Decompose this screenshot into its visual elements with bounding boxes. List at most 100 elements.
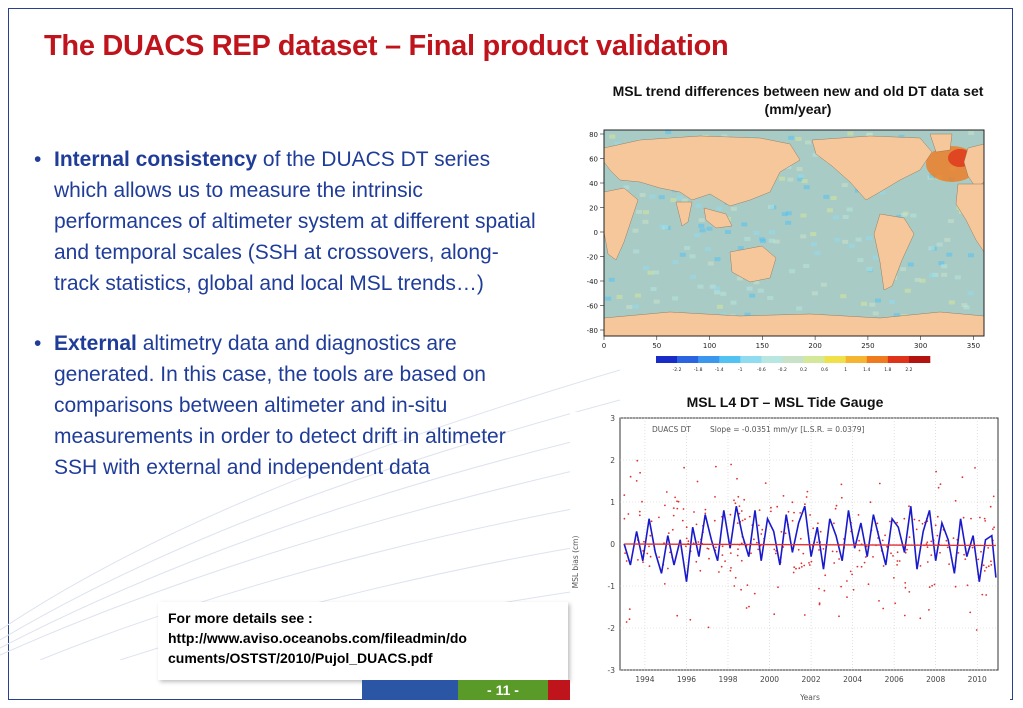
map-noise-cell	[670, 198, 677, 203]
map-noise-cell	[681, 198, 688, 203]
map-noise-cell	[767, 296, 774, 300]
map-noise-cell	[665, 130, 672, 135]
tg-scatter-point	[793, 566, 796, 569]
tg-scatter-point	[860, 565, 863, 568]
bullet-external: • External altimetry data and diagnostic…	[34, 328, 544, 483]
map-noise-cell	[753, 231, 760, 235]
map-noise-cell	[730, 206, 737, 211]
map-noise-cell	[941, 264, 948, 269]
map-noise-cell	[889, 300, 896, 304]
map-noise-cell	[741, 222, 748, 227]
land-greenland	[929, 133, 953, 153]
tg-scatter-point	[730, 567, 732, 569]
tg-scatter-point	[753, 538, 755, 541]
tg-scatter-point	[903, 517, 906, 520]
tg-scatter-point	[714, 496, 716, 498]
tg-scatter-point	[962, 516, 965, 519]
tg-scatter-point	[733, 585, 736, 587]
map-noise-cell	[954, 275, 961, 280]
land-antarctica	[603, 311, 985, 337]
tg-scatter-point	[718, 571, 720, 573]
tg-scatter-point	[802, 552, 805, 555]
details-link-line1[interactable]: http://www.aviso.oceanobs.com/fileadmin/…	[168, 630, 467, 646]
land-south-america	[873, 213, 915, 291]
map-noise-cell	[650, 287, 657, 292]
tg-scatter-point	[693, 511, 695, 513]
map-noise-cell	[834, 237, 841, 242]
map-x-tick-label: 100	[703, 342, 716, 350]
tg-scatter-point	[936, 534, 939, 537]
tg-scatter-point	[817, 522, 819, 525]
map-y-tick-label: -60	[587, 303, 598, 311]
details-link-line2[interactable]: cuments/OSTST/2010/Pujol_DUACS.pdf	[168, 650, 433, 666]
tg-scatter-point	[756, 541, 758, 544]
land-seasia	[703, 207, 733, 229]
tg-scatter-point	[987, 565, 990, 568]
map-noise-cell	[672, 260, 679, 265]
tg-scatter-point	[896, 521, 898, 524]
tg-scatter-point	[699, 569, 702, 572]
map-noise-cell	[944, 237, 951, 242]
map-frame	[603, 129, 985, 337]
map-noise-cell	[757, 288, 764, 293]
tg-scatter-point	[787, 510, 790, 513]
colorbar-swatch	[824, 356, 846, 363]
map-noise-cell	[857, 258, 864, 263]
tg-scatter-point	[795, 567, 797, 570]
tg-scatter-point	[745, 607, 748, 609]
tg-scatter-point	[908, 536, 911, 538]
map-noise-cell	[946, 252, 953, 257]
colorbar-swatch	[908, 356, 931, 363]
tg-scatter-point	[740, 588, 742, 591]
details-intro: For more details see :	[168, 610, 313, 626]
tg-y-tick-label: 3	[610, 414, 615, 423]
map-noise-cell	[672, 296, 679, 301]
tg-x-tick-label: 2006	[885, 675, 904, 684]
tg-scatter-point	[808, 562, 810, 564]
tg-scatter-point	[833, 522, 835, 525]
tg-scatter-point	[810, 560, 813, 563]
map-noise-cell	[779, 176, 786, 181]
map-noise-cell	[810, 232, 817, 237]
tg-scatter-point	[695, 523, 698, 526]
map-noise-cell	[605, 296, 612, 301]
map-x-tick-label: 0	[602, 342, 606, 350]
tg-scatter-point	[954, 585, 957, 588]
tg-scatter-point	[970, 517, 972, 520]
tg-scatter-point	[800, 566, 803, 568]
tg-scatter-point	[863, 561, 866, 564]
tg-scatter-point	[878, 482, 881, 485]
colorbar-tick-label: -0.2	[778, 367, 787, 373]
tg-scatter-point	[736, 522, 739, 524]
map-noise-cell	[872, 311, 879, 316]
tg-scatter-point	[919, 565, 922, 567]
tg-scatter-point	[791, 519, 794, 522]
colorbar-swatch	[656, 356, 678, 363]
tg-scatter-point	[936, 515, 939, 518]
map-noise-cell	[811, 291, 818, 296]
map-noise-cell	[866, 236, 873, 241]
tg-scatter-point	[757, 548, 760, 551]
tg-y-axis: 3 2 1 0 -1 -2 -3	[608, 414, 616, 675]
tg-scatter-point	[676, 500, 678, 503]
map-noise-cell	[898, 134, 905, 139]
bullet-lead: Internal consistency	[54, 148, 258, 171]
map-noise-cell	[695, 203, 702, 208]
map-noise-cell	[636, 209, 643, 214]
map-noise-cell	[795, 137, 802, 141]
tg-scatter-point	[729, 513, 732, 516]
tg-scatter-point	[635, 480, 638, 482]
tg-scatter-point	[896, 551, 899, 554]
map-noise-cell	[900, 267, 907, 272]
colorbar-tick-label: 1.4	[863, 367, 870, 373]
tg-scatter-point	[774, 552, 777, 555]
tg-scatter-point	[676, 614, 679, 617]
map-noise-cell	[938, 261, 945, 266]
tg-scatter-point	[685, 545, 687, 548]
colorbar-swatch	[887, 356, 910, 363]
tg-scatter-point	[776, 505, 779, 508]
map-noise-cell	[643, 266, 649, 271]
map-x-tick-label: 250	[861, 342, 874, 350]
tg-scatter-point	[643, 540, 645, 543]
map-noise-cell	[861, 301, 867, 306]
